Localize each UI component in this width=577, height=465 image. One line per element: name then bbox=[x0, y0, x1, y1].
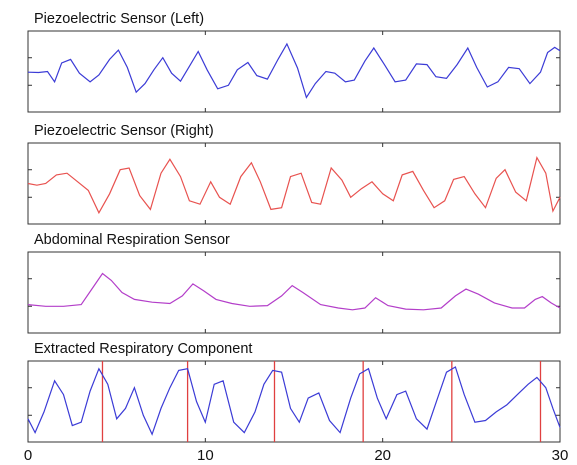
series-line-piezo-right bbox=[27, 155, 561, 215]
panel-abdominal: Abdominal Respiration Sensor bbox=[27, 232, 561, 334]
panel-ticks-extracted bbox=[27, 361, 561, 442]
panel-ticks-abdominal bbox=[27, 252, 561, 333]
panel-title-piezo-right: Piezoelectric Sensor (Right) bbox=[34, 123, 214, 139]
panel-extracted: Extracted Respiratory Component bbox=[27, 341, 561, 443]
panel-frame-extracted bbox=[27, 360, 561, 443]
x-tick-label-2: 20 bbox=[374, 447, 391, 464]
panel-ticks-piezo-right bbox=[27, 143, 561, 224]
series-line-extracted bbox=[27, 366, 561, 436]
x-axis-tick-labels: 0 10 20 30 bbox=[24, 447, 569, 464]
series-line-abdominal bbox=[27, 272, 561, 311]
x-tick-label-0: 0 bbox=[24, 447, 32, 464]
series-line-piezo-left bbox=[27, 42, 561, 99]
panel-frame-piezo-right bbox=[27, 142, 561, 225]
peak-markers bbox=[101, 361, 542, 442]
panel-frame-abdominal bbox=[27, 251, 561, 334]
panel-title-extracted: Extracted Respiratory Component bbox=[34, 341, 252, 357]
panel-title-abdominal: Abdominal Respiration Sensor bbox=[34, 232, 230, 248]
x-tick-label-1: 10 bbox=[197, 447, 214, 464]
panel-ticks-piezo-left bbox=[27, 31, 561, 112]
x-tick-label-3: 30 bbox=[552, 447, 569, 464]
panel-frame-piezo-left bbox=[27, 30, 561, 113]
panel-piezo-right: Piezoelectric Sensor (Right) bbox=[27, 123, 561, 225]
panel-piezo-left: Piezoelectric Sensor (Left) bbox=[27, 11, 561, 113]
panel-title-piezo-left: Piezoelectric Sensor (Left) bbox=[34, 11, 204, 27]
